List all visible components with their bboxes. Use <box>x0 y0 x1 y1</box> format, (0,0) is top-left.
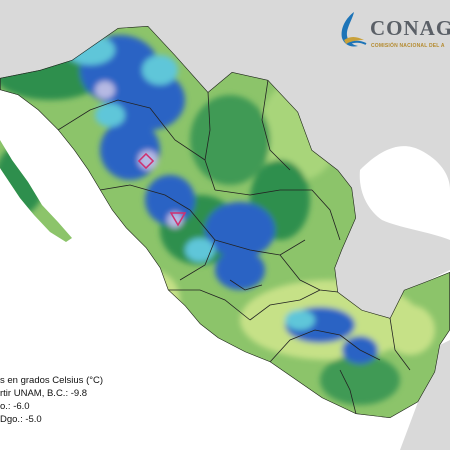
marker-triangle <box>169 212 187 227</box>
legend: s en grados Celsius (°C) rtir UNAM, B.C.… <box>0 374 200 426</box>
brand-name: CONAG <box>370 16 450 40</box>
legend-line-3: Dgo.: -5.0 <box>0 414 42 425</box>
water-drop-logo-icon <box>341 12 367 47</box>
legend-units: s en grados Celsius (°C) <box>0 375 104 386</box>
conagua-logo: CONAG COMISIÓN NACIONAL DEL A <box>336 10 450 54</box>
marker-diamond <box>137 152 155 170</box>
state-borders <box>57 79 411 415</box>
legend-line-2: o.: -6.0 <box>0 401 30 412</box>
brand-subtitle: COMISIÓN NACIONAL DEL A <box>371 43 445 49</box>
legend-line-1: rtir UNAM, B.C.: -9.8 <box>0 388 88 399</box>
